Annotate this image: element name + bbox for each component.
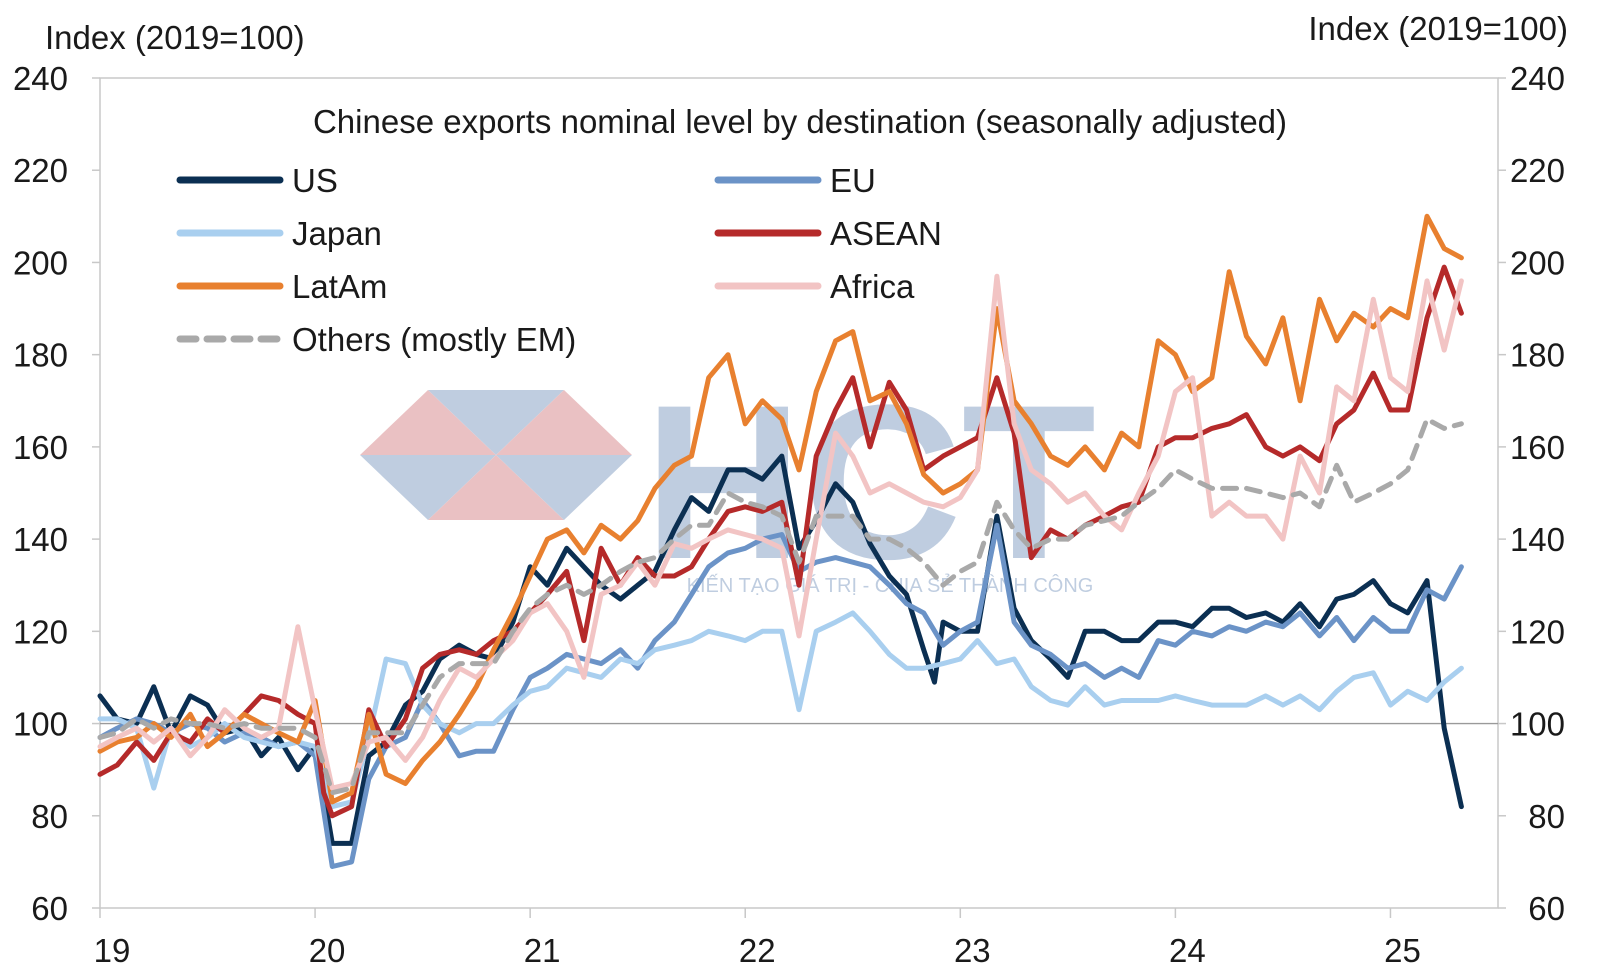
y-tick-label-right: 180 [1510, 337, 1565, 374]
x-tick-label: 24 [1169, 932, 1206, 969]
y-tick-label-left: 240 [13, 60, 68, 97]
y-tick-label-left: 60 [31, 890, 68, 927]
y-tick-label-right: 100 [1510, 706, 1565, 743]
y-tick-label-left: 120 [13, 613, 68, 650]
legend: US EU Japan ASEAN LatAm Africa Others (mostly … [176, 162, 942, 358]
watermark-logo-shape [360, 390, 496, 455]
chart-title: Chinese exports nominal level by destina… [313, 103, 1287, 140]
x-tick-label: 20 [309, 932, 346, 969]
legend-label-africa: Africa [830, 268, 915, 305]
y-tick-label-right: 120 [1510, 613, 1565, 650]
series-line-africa [97, 273, 1464, 791]
x-tick-label: 23 [954, 932, 991, 969]
series-line-eu [97, 522, 1464, 869]
y-axis-title-right: Index (2019=100) [1308, 10, 1568, 47]
y-tick-label-right: 60 [1528, 890, 1565, 927]
y-axis-title-left: Index (2019=100) [45, 19, 305, 56]
series-line-others-mostly-em [97, 416, 1464, 796]
series-line-asean [97, 264, 1464, 819]
x-tick-label: 22 [739, 932, 776, 969]
series-line-japan [97, 610, 1464, 810]
y-tick-label-left: 200 [13, 244, 68, 281]
legend-label-others-mostly-em: Others (mostly EM) [292, 321, 576, 358]
y-tick-label-right: 220 [1510, 152, 1565, 189]
x-tick-label: 25 [1384, 932, 1421, 969]
y-tick-label-left: 220 [13, 152, 68, 189]
watermark-logo-shape [496, 390, 632, 455]
legend-label-japan: Japan [292, 215, 382, 252]
watermark-logo-shape [428, 390, 564, 455]
series-lines [97, 213, 1464, 869]
y-tick-label-right: 200 [1510, 244, 1565, 281]
watermark-logo-shape [496, 455, 632, 520]
y-tick-label-right: 160 [1510, 429, 1565, 466]
y-tick-label-right: 240 [1510, 60, 1565, 97]
x-tick-label: 19 [94, 932, 131, 969]
legend-label-asean: ASEAN [830, 215, 942, 252]
y-tick-label-left: 80 [31, 798, 68, 835]
y-tick-label-left: 160 [13, 429, 68, 466]
y-tick-label-right: 80 [1528, 798, 1565, 835]
watermark-logo-shape [360, 455, 496, 520]
legend-label-us: US [292, 162, 338, 199]
watermark-logo-shape [428, 455, 564, 520]
legend-label-latam: LatAm [292, 268, 387, 305]
axis-ticks: 60 60 80 80 100 100 120 120 140 140 160 160 180 180 20… [13, 60, 1565, 969]
plot-area [99, 77, 1499, 909]
y-tick-label-left: 180 [13, 337, 68, 374]
y-tick-label-right: 140 [1510, 521, 1565, 558]
legend-label-eu: EU [830, 162, 876, 199]
x-tick-label: 21 [524, 932, 561, 969]
y-tick-label-left: 100 [13, 706, 68, 743]
y-tick-label-left: 140 [13, 521, 68, 558]
